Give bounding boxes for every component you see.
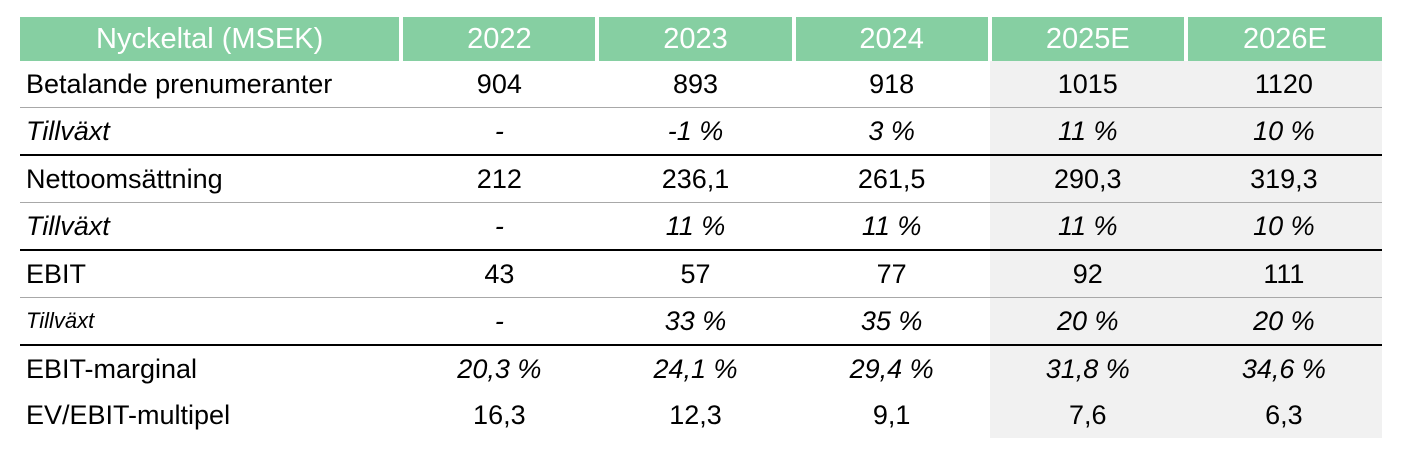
table-cell: 77 xyxy=(793,250,990,298)
row-paying-subscribers: Betalande prenumeranter 904 893 918 1015… xyxy=(20,61,1382,108)
row-subscriber-growth: Tillväxt - -1 % 3 % 11 % 10 % xyxy=(20,107,1382,156)
table-cell: 20,3 % xyxy=(457,354,542,384)
table-cell: 11 % xyxy=(989,107,1186,156)
table-cell: 24,1 % xyxy=(653,354,738,384)
header-label: Nyckeltal (MSEK) xyxy=(20,17,402,61)
table-cell: 11 % xyxy=(597,202,794,251)
table-cell: 20 % xyxy=(1185,297,1382,346)
table-cell: 7,6 xyxy=(989,392,1186,438)
table-cell: -1 % xyxy=(597,107,794,156)
table-cell: 261,5 xyxy=(793,155,990,203)
row-label: EBIT xyxy=(20,250,402,298)
row-net-sales-growth: Tillväxt - 11 % 11 % 11 % 10 % xyxy=(20,202,1382,251)
row-label: Nettoomsättning xyxy=(20,155,402,203)
table-cell: 12,3 xyxy=(669,400,722,430)
table-cell: 111 xyxy=(1185,250,1382,298)
row-ebit: EBIT 43 57 77 92 111 xyxy=(20,250,1382,298)
table-cell: 6,3 xyxy=(1185,392,1382,438)
row-label: Tillväxt xyxy=(20,107,402,156)
header-year-2024: 2024 xyxy=(791,17,990,61)
table-cell: - xyxy=(401,202,598,251)
table-cell: 34,6 % xyxy=(1185,345,1382,392)
table-cell: 10 % xyxy=(1185,107,1382,156)
row-label: Tillväxt xyxy=(20,297,402,346)
table-cell: 33 % xyxy=(597,297,794,346)
table-cell: 43 xyxy=(401,250,598,298)
table-cell: 212 xyxy=(401,155,598,203)
table-cell: 9,1 xyxy=(872,400,911,430)
row-net-sales: Nettoomsättning 212 236,1 261,5 290,3 31… xyxy=(20,155,1382,203)
header-year-2023: 2023 xyxy=(595,17,794,61)
table-cell: 35 % xyxy=(793,297,990,346)
row-ebit-growth: Tillväxt - 33 % 35 % 20 % 20 % xyxy=(20,297,1382,346)
row-ebit-margin: EBIT-marginal 20,3 % 24,1 % 29,4 % 31,8 … xyxy=(20,345,1382,392)
table-cell: 236,1 xyxy=(597,155,794,203)
table-cell: 31,8 % xyxy=(989,345,1186,392)
header-year-2022: 2022 xyxy=(399,17,598,61)
table-cell: 10 % xyxy=(1185,202,1382,251)
table-cell: 3 % xyxy=(793,107,990,156)
table-cell: 290,3 xyxy=(989,155,1186,203)
key-figures-table: Nyckeltal (MSEK) 2022 2023 2024 2025E 20… xyxy=(20,17,1382,438)
table-cell: - xyxy=(401,297,598,346)
row-label: Betalande prenumeranter xyxy=(20,61,402,108)
table-cell: 20 % xyxy=(989,297,1186,346)
table-cell: 11 % xyxy=(793,202,990,251)
header-row: Nyckeltal (MSEK) 2022 2023 2024 2025E 20… xyxy=(20,17,1382,61)
table-cell: 1015 xyxy=(989,61,1186,108)
table-cell: 918 xyxy=(793,61,990,108)
table-cell: - xyxy=(401,107,598,156)
table-cell: 904 xyxy=(401,61,598,108)
table-cell: 893 xyxy=(597,61,794,108)
table-cell: 16,3 xyxy=(473,400,526,430)
row-ev-ebit-multiple: EV/EBIT-multipel 16,3 12,3 9,1 7,6 6,3 xyxy=(20,392,1382,438)
header-year-2026e: 2026E xyxy=(1183,17,1382,61)
table-cell: 319,3 xyxy=(1185,155,1382,203)
table-cell: 11 % xyxy=(989,202,1186,251)
row-label: EBIT-marginal xyxy=(26,354,198,384)
table-cell: 92 xyxy=(989,250,1186,298)
table-cell: 1120 xyxy=(1185,61,1382,108)
table-cell: 29,4 % xyxy=(849,354,934,384)
table-cell: 57 xyxy=(597,250,794,298)
header-year-2025e: 2025E xyxy=(987,17,1186,61)
row-label: Tillväxt xyxy=(20,202,402,251)
row-label: EV/EBIT-multipel xyxy=(26,400,231,430)
